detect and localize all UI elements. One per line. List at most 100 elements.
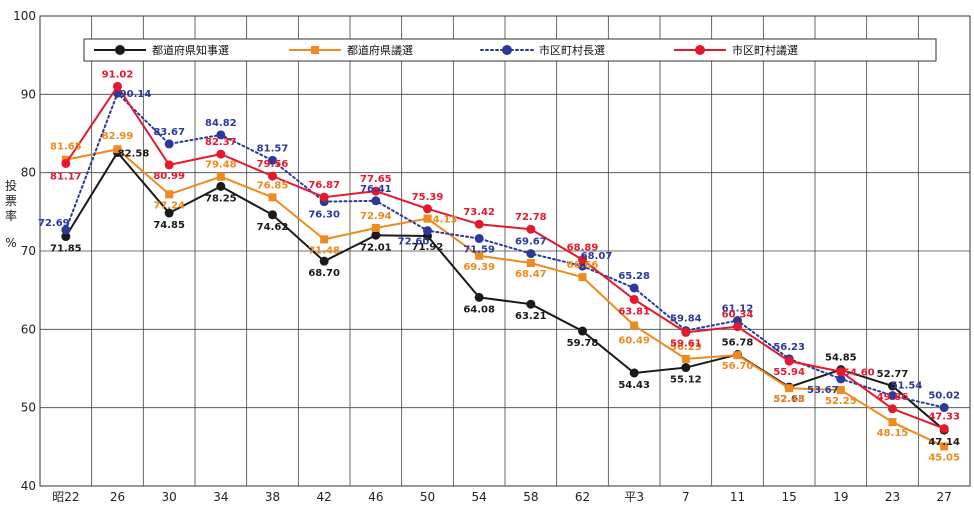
data-label: 81.65 bbox=[50, 142, 82, 153]
data-label: 74.85 bbox=[153, 220, 185, 231]
data-point bbox=[268, 210, 277, 220]
data-label: 47.14 bbox=[928, 437, 960, 448]
data-label: 47.33 bbox=[928, 412, 960, 423]
y-tick-label: 70 bbox=[21, 244, 36, 258]
data-point bbox=[940, 442, 949, 451]
data-point bbox=[526, 299, 536, 309]
data-point bbox=[475, 251, 484, 260]
y-axis-label-char: 率 bbox=[5, 208, 17, 223]
data-point bbox=[733, 351, 742, 360]
data-label: 77.24 bbox=[153, 200, 185, 211]
data-label: 68.07 bbox=[581, 251, 613, 262]
data-label: 66.66 bbox=[567, 260, 599, 271]
data-point bbox=[423, 204, 432, 214]
data-label: 74.62 bbox=[257, 222, 289, 233]
data-label: 72.60 bbox=[398, 237, 430, 248]
data-point bbox=[423, 226, 432, 236]
data-label: 71.48 bbox=[308, 245, 340, 256]
legend: 都道府県知事選 都道府県議選 市区町村長選 市区町村議選 bbox=[83, 38, 937, 62]
data-label: 49.86 bbox=[877, 392, 909, 403]
data-label: 82.99 bbox=[102, 131, 134, 142]
data-label: 78.25 bbox=[205, 193, 237, 204]
data-label: 59.84 bbox=[670, 314, 702, 325]
data-point bbox=[474, 292, 484, 302]
data-label: 68.47 bbox=[515, 269, 547, 280]
data-label: 76.85 bbox=[257, 180, 289, 191]
data-point bbox=[320, 235, 329, 244]
x-tick-label: 11 bbox=[730, 490, 745, 504]
data-label: 56.78 bbox=[722, 338, 754, 349]
data-label: 53.67 bbox=[807, 385, 839, 396]
data-label: 82.58 bbox=[118, 148, 150, 159]
data-point bbox=[785, 384, 794, 393]
x-tick-label: 50 bbox=[420, 490, 435, 504]
legend-marker bbox=[115, 45, 125, 55]
data-point bbox=[216, 172, 225, 181]
data-point bbox=[164, 160, 174, 170]
data-point bbox=[888, 391, 897, 401]
data-point bbox=[164, 139, 174, 149]
data-label: 68.70 bbox=[308, 268, 340, 279]
data-point bbox=[836, 386, 845, 395]
x-tick-label: 30 bbox=[162, 490, 177, 504]
y-tick-label: 60 bbox=[21, 322, 36, 336]
data-point bbox=[578, 326, 587, 336]
legend-label: 市区町村長選 bbox=[539, 43, 605, 57]
data-point bbox=[836, 367, 846, 377]
data-label: 69.39 bbox=[463, 262, 495, 273]
horizontal-gridlines: 40 50 60 70 80 90 100 bbox=[13, 9, 970, 493]
data-label: 79.48 bbox=[205, 160, 237, 171]
data-label: 52.48 bbox=[773, 394, 805, 405]
data-point bbox=[268, 171, 277, 181]
data-point bbox=[888, 381, 897, 391]
data-label: 81.57 bbox=[257, 143, 289, 154]
x-tick-label: 54 bbox=[472, 490, 487, 504]
data-point bbox=[474, 234, 484, 244]
x-tick-label: 58 bbox=[523, 490, 538, 504]
data-label: 91.02 bbox=[102, 69, 134, 80]
data-label: 55.12 bbox=[670, 375, 702, 386]
x-tick-label: 26 bbox=[110, 490, 125, 504]
data-label: 76.41 bbox=[360, 184, 392, 195]
data-label: 65.28 bbox=[618, 271, 650, 282]
data-label: 84.82 bbox=[205, 118, 237, 129]
series-line bbox=[65, 148, 945, 448]
x-tick-label: 19 bbox=[833, 490, 848, 504]
data-point bbox=[164, 208, 174, 218]
data-label: 60.34 bbox=[722, 310, 754, 321]
data-label: 80.99 bbox=[153, 171, 185, 182]
data-point bbox=[371, 186, 381, 196]
legend-marker bbox=[695, 45, 705, 55]
data-label: 63.21 bbox=[515, 311, 547, 322]
data-label: 55.94 bbox=[773, 367, 805, 378]
data-label: 69.67 bbox=[515, 237, 547, 248]
data-label: 56.23 bbox=[670, 342, 702, 353]
data-point bbox=[61, 232, 71, 242]
y-tick-label: 80 bbox=[21, 166, 36, 180]
data-label: 48.15 bbox=[877, 428, 909, 439]
data-label: 56.70 bbox=[722, 361, 754, 372]
x-tick-label: 昭22 bbox=[52, 490, 79, 504]
data-label: 61.12 bbox=[722, 304, 754, 315]
data-point bbox=[216, 149, 226, 159]
legend-label: 市区町村議選 bbox=[732, 43, 798, 57]
data-label: 76.30 bbox=[308, 210, 340, 221]
x-tick-label: 62 bbox=[575, 490, 590, 504]
data-label: 64.08 bbox=[463, 304, 495, 315]
data-point bbox=[113, 145, 122, 154]
data-label: 71.85 bbox=[50, 244, 82, 255]
data-label: 52.63 bbox=[773, 394, 805, 405]
data-point bbox=[423, 214, 432, 223]
x-tick-label: 15 bbox=[782, 490, 797, 504]
x-tick-label: 38 bbox=[265, 490, 280, 504]
data-label: 50.02 bbox=[928, 391, 960, 402]
legend-item: 都道府県議選 bbox=[289, 43, 413, 57]
legend-item: 都道府県知事選 bbox=[94, 43, 229, 57]
x-axis-ticks: 昭22 26 30 34 38 42 46 50 54 58 62 平3 7 11 15 19 23 27 bbox=[52, 490, 952, 504]
data-point bbox=[61, 225, 71, 235]
data-label: 72.78 bbox=[515, 212, 547, 223]
data-point bbox=[371, 230, 381, 240]
x-tick-label: 7 bbox=[682, 490, 690, 504]
x-tick-label: 27 bbox=[937, 490, 952, 504]
x-tick-label: 平3 bbox=[624, 490, 644, 504]
